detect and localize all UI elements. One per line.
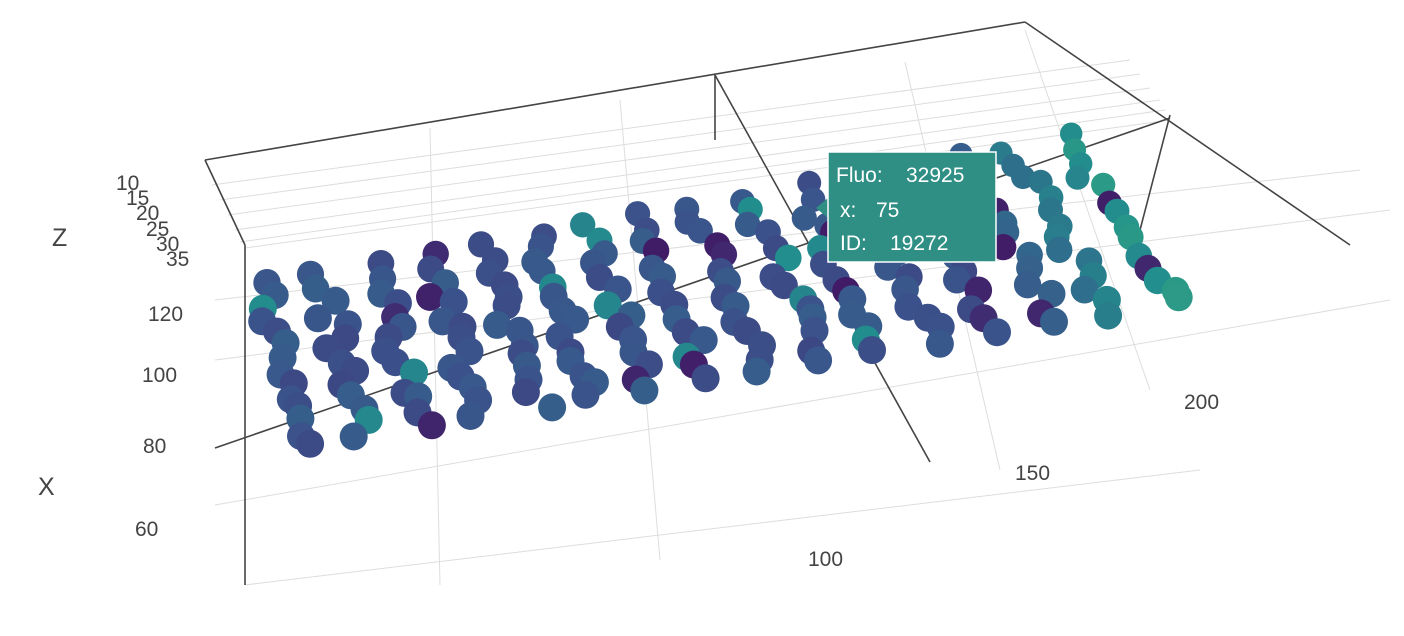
z-tick: 10 — [116, 172, 139, 195]
data-point[interactable] — [303, 304, 332, 333]
data-point[interactable] — [511, 378, 540, 407]
data-point[interactable] — [1070, 275, 1099, 304]
z-tick: 20 — [136, 202, 159, 225]
data-point[interactable] — [734, 211, 761, 238]
tooltip-pointer — [816, 198, 828, 218]
x-tick: 60 — [135, 518, 158, 541]
data-points[interactable] — [248, 122, 1193, 458]
y-tick: 200 — [1184, 391, 1219, 414]
tooltip-value-x: 75 — [876, 199, 899, 222]
data-point[interactable] — [804, 346, 833, 375]
data-point[interactable] — [456, 402, 485, 430]
data-point[interactable] — [296, 429, 325, 458]
data-point[interactable] — [943, 266, 971, 294]
data-point[interactable] — [455, 337, 484, 366]
data-point[interactable] — [571, 380, 600, 409]
z-tick: 30 — [156, 233, 179, 256]
data-point[interactable] — [858, 336, 886, 365]
z-tick: 15 — [126, 187, 149, 210]
data-point[interactable] — [1013, 271, 1042, 299]
y-tick: 150 — [1015, 462, 1050, 485]
data-point[interactable] — [417, 411, 446, 440]
z-tick: 35 — [166, 248, 189, 271]
data-point[interactable] — [1046, 236, 1073, 263]
z-axis-title: Z — [52, 224, 67, 252]
data-point[interactable] — [775, 244, 802, 272]
x-tick: 100 — [142, 364, 177, 387]
data-point[interactable] — [1040, 307, 1068, 336]
tooltip-box — [827, 151, 997, 263]
data-point[interactable] — [301, 274, 330, 303]
data-point[interactable] — [1164, 283, 1193, 312]
data-point[interactable] — [791, 205, 817, 231]
data-point[interactable] — [742, 357, 771, 386]
data-point[interactable] — [983, 318, 1011, 347]
data-point[interactable] — [925, 329, 954, 358]
data-point[interactable] — [689, 326, 718, 355]
y-axis: 100 150 200 — [808, 391, 1219, 571]
hover-tooltip: Fluo: 32925 x: 75 ID: 19272 — [816, 151, 997, 263]
x-axis-title: X — [38, 473, 55, 501]
data-point[interactable] — [321, 286, 350, 315]
data-point[interactable] — [1094, 301, 1123, 330]
data-point[interactable] — [770, 271, 798, 300]
y-tick: 100 — [808, 548, 843, 571]
data-point[interactable] — [630, 376, 659, 405]
z-axis: Z 10 15 20 25 30 35 — [52, 172, 189, 271]
x-tick: 80 — [143, 435, 166, 458]
tooltip-label-x: x: — [840, 199, 856, 222]
data-point[interactable] — [483, 310, 511, 339]
data-point[interactable] — [570, 212, 596, 238]
z-tick: 25 — [146, 218, 169, 241]
data-point[interactable] — [691, 364, 720, 393]
tooltip-label-fluo: Fluo: — [836, 164, 883, 187]
data-point[interactable] — [538, 393, 567, 422]
data-point[interactable] — [687, 218, 713, 244]
x-axis: X 60 80 100 120 — [38, 303, 183, 541]
data-point[interactable] — [416, 283, 444, 311]
tooltip-label-id: ID: — [840, 232, 867, 255]
tooltip-value-id: 19272 — [890, 232, 948, 255]
data-point[interactable] — [1065, 165, 1090, 190]
tooltip-value-fluo: 32925 — [906, 164, 964, 187]
x-tick: 120 — [148, 303, 183, 326]
data-point[interactable] — [593, 291, 622, 320]
data-point[interactable] — [339, 422, 368, 451]
